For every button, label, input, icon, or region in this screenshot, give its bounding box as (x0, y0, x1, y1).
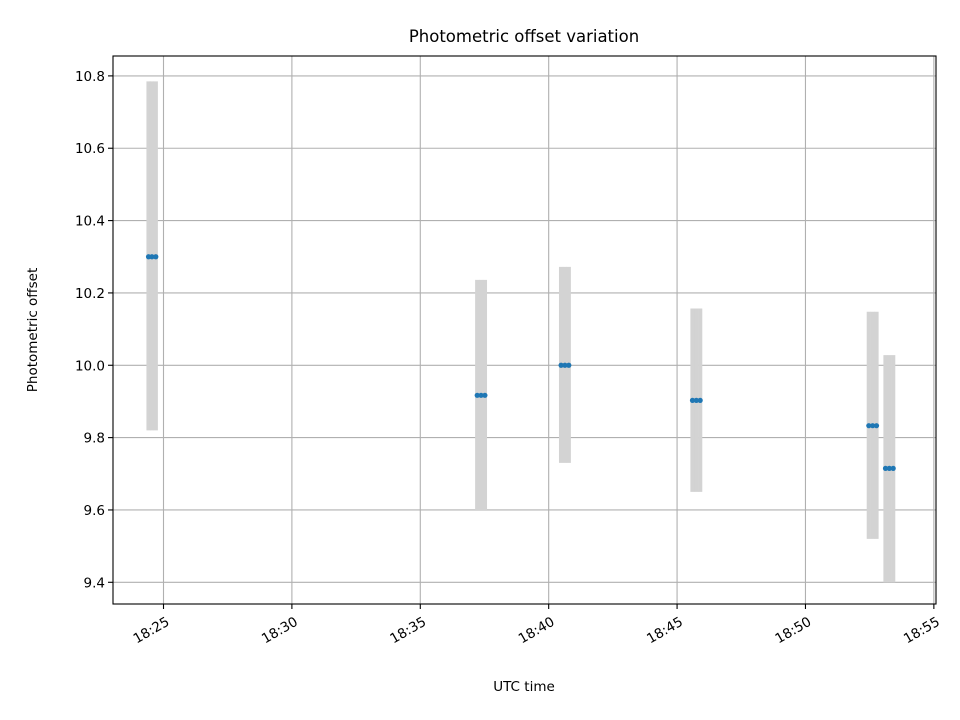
y-axis-label: Photometric offset (25, 268, 41, 392)
grid (113, 56, 936, 604)
data-point (689, 397, 696, 403)
chart-title: Photometric offset variation (409, 27, 639, 46)
y-tick-label: 9.4 (84, 575, 105, 591)
data-point (482, 392, 488, 398)
x-axis-label: UTC time (493, 679, 555, 695)
data-point (882, 465, 889, 471)
y-tick-label: 10.0 (75, 358, 105, 374)
data-point (890, 465, 896, 471)
data-point (562, 362, 568, 368)
data-point (697, 397, 703, 403)
data-point (474, 392, 480, 398)
data-point (558, 362, 564, 368)
y-tick-label: 10.6 (75, 141, 105, 157)
data-point (693, 397, 699, 403)
y-tick-label: 10.2 (75, 286, 105, 302)
y-tick-label: 10.4 (75, 214, 105, 230)
y-tick-label: 9.8 (84, 431, 105, 447)
data-point (149, 254, 155, 260)
data-point (873, 423, 880, 429)
data-points (145, 254, 896, 471)
data-point (153, 254, 159, 260)
y-axis-ticks: 9.4 9.6 9.8 10.0 10.2 10.4 10.6 10.8 (75, 69, 113, 591)
data-point (566, 362, 572, 368)
data-point (886, 465, 892, 471)
data-point (870, 423, 876, 429)
y-tick-label: 9.6 (84, 503, 105, 519)
y-tick-label: 10.8 (75, 69, 105, 85)
data-point (478, 392, 484, 398)
plot-frame (112, 55, 937, 605)
data-point (866, 423, 872, 429)
